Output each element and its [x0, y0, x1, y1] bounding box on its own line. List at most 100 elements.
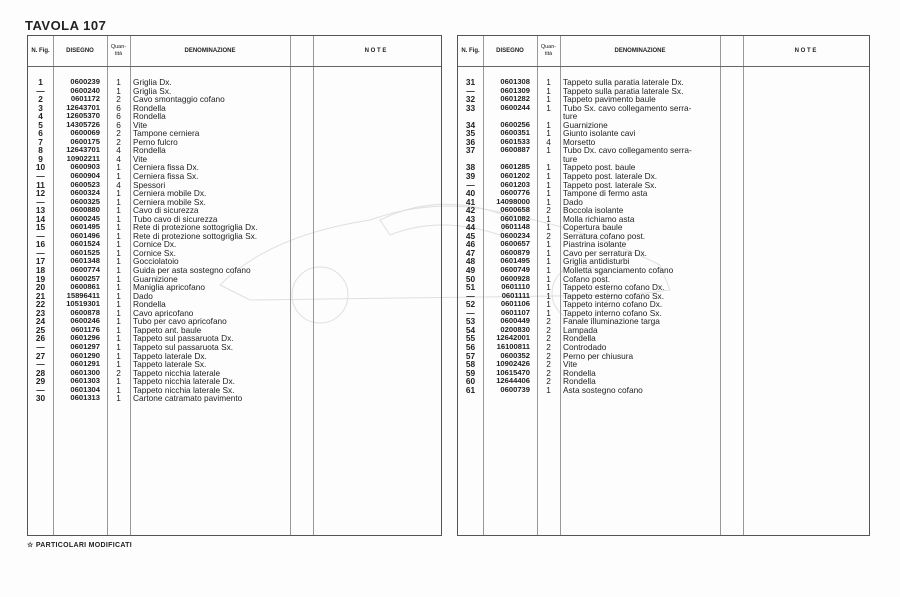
cell-qty: 1 [546, 145, 551, 156]
table-row: 12 0600324 1 Cerniera mobile Dx. [28, 189, 441, 198]
cell-den: Tappeto esterno cofano Dx. [563, 282, 665, 293]
cell-fig: — [36, 341, 45, 352]
cell-qty: 1 [546, 162, 551, 173]
cell-fig: 10 [35, 162, 46, 173]
cell-fig: 11 [36, 179, 45, 190]
table-row: 19 0600257 1 Guarnizione [28, 273, 441, 284]
cell-dis: 0600351 [500, 128, 530, 138]
cell-dis: 0600658 [500, 205, 530, 215]
cell-qty: 1 [116, 376, 121, 387]
table-row: — 0601297 1 Tappeto sul passaruota Sx. [28, 341, 441, 352]
table-rows: 31 0601308 1 Tappeto sulla paratia laterale… [458, 77, 869, 395]
table-row: 10 0600903 1 Cerniera fissa Dx. [28, 163, 441, 172]
cell-dis: 0600904 [70, 171, 100, 181]
table-row: 40 0600776 1 Tampone di fermo asta [458, 189, 869, 198]
cell-den: Dado [563, 196, 583, 207]
cell-dis: 0600069 [70, 128, 100, 138]
table-row: 43 0601082 1 Molla richiamo asta [458, 213, 869, 224]
cell-fig: 19 [35, 273, 46, 284]
cell-dis: 0600523 [70, 179, 100, 189]
cell-qty: 1 [116, 77, 121, 87]
cell-dis: 0601495 [500, 256, 530, 266]
cell-den: Controdado [563, 341, 607, 352]
parts-table-right: N. Fig. DISEGNO Quan- tità DENOMINAZIONE N O… [457, 35, 870, 536]
cell-fig: 25 [35, 324, 46, 335]
table-row: 59 10615470 2 Rondella [458, 368, 869, 378]
cell-fig: 33 [465, 102, 476, 113]
cell-den: Tappeto laterale Sx. [133, 359, 207, 370]
cell-qty: 1 [546, 256, 551, 267]
table-row: — 0601496 1 Rete di protezione sottogriglia… [28, 230, 441, 241]
cell-qty: 1 [116, 162, 121, 173]
cell-fig: 47 [465, 247, 476, 258]
column-divider [53, 36, 54, 535]
cell-qty: 1 [546, 196, 551, 207]
cell-fig: 22 [35, 299, 46, 310]
cell-den: Cerniera mobile Sx. [133, 196, 206, 207]
cell-den: Maniglia apricofano [133, 282, 205, 293]
cell-den: Cornice Dx. [133, 239, 177, 250]
table-row: — 0600904 1 Cerniera fissa Sx. [28, 171, 441, 182]
table-row: 14 0600245 1 Tubo cavo di sicurezza [28, 214, 441, 224]
cell-den: Tappeto nicchia laterale [133, 367, 221, 378]
header-note: N O T E [364, 47, 387, 54]
cell-qty: 1 [546, 213, 551, 224]
cell-qty: 1 [116, 230, 121, 241]
cell-qty: 1 [116, 265, 121, 276]
cell-dis: 0600257 [70, 273, 100, 283]
cell-den: Asta sostegno cofano [563, 384, 643, 395]
cell-qty: 1 [546, 94, 551, 105]
cell-den: Lampada [563, 324, 598, 335]
cell-den: Tappeto post. laterale Dx. [563, 171, 658, 182]
cell-fig: 44 [465, 222, 476, 233]
header-note: N O T E [794, 47, 817, 54]
table-row: 39 0601202 1 Tappeto post. laterale Dx. [458, 171, 869, 182]
table-row: 32 0601282 1 Tappeto pavimento baule [458, 95, 869, 104]
cell-fig: 46 [465, 239, 476, 250]
cell-qty: 1 [116, 273, 121, 284]
table-row: 50 0600928 1 Cofano post. [458, 274, 869, 284]
cell-den: Giunto isolante cavi [563, 128, 636, 139]
parts-table-left: N. Fig. DISEGNO Quan- tità DENOMINAZIONE N O… [27, 35, 442, 536]
cell-fig: — [466, 179, 475, 190]
cell-dis: 0601495 [70, 222, 100, 232]
cell-fig: 45 [465, 230, 476, 241]
cell-qty: 2 [546, 376, 551, 387]
header-fig: N. Fig. [461, 47, 480, 54]
cell-qty: 1 [546, 222, 551, 233]
cell-fig: 54 [465, 324, 476, 335]
cell-den: Rondella [133, 102, 166, 113]
cell-fig: 41 [465, 196, 476, 207]
table-row: 36 0601533 4 Morsetto [458, 137, 869, 147]
table-row: 21 15896411 1 Dado [28, 291, 441, 301]
table-row: — 0601291 1 Tappeto laterale Sx. [28, 359, 441, 370]
cell-dis: 0600739 [500, 384, 530, 394]
cell-qty: 1 [116, 247, 121, 258]
table-row: 44 0601148 1 Copertura baule [458, 223, 869, 232]
cell-fig: — [36, 85, 45, 96]
cell-dis: 0601176 [70, 324, 100, 334]
cell-den: Tappeto post. baule [563, 162, 636, 173]
cell-fig: 57 [465, 350, 476, 361]
cell-fig: 34 [465, 119, 476, 130]
cell-dis: 0600880 [70, 205, 100, 215]
cell-fig: 23 [35, 307, 46, 318]
cell-dis: 0600887 [500, 145, 530, 155]
cell-den: Tubo Dx. cavo collegamento serra- [563, 145, 692, 156]
cell-fig: — [36, 359, 45, 370]
cell-fig: 24 [35, 316, 46, 327]
column-divider [130, 36, 131, 535]
cell-den: Tampone cerniera [133, 128, 200, 139]
cell-dis: 0600657 [500, 239, 530, 249]
header-divider [28, 66, 441, 67]
cell-qty: 1 [116, 282, 121, 293]
cell-den: Griglia Sx. [133, 85, 172, 96]
cell-fig: 58 [465, 359, 476, 370]
table-row: 57 0600352 2 Perno per chiusura [458, 350, 869, 361]
cell-dis: 0601148 [500, 222, 530, 232]
cell-fig: — [36, 171, 45, 182]
cell-fig: 5 [38, 119, 43, 130]
table-row: 20 0600861 1 Maniglia apricofano [28, 283, 441, 292]
column-divider [743, 36, 744, 535]
cell-qty: 2 [546, 359, 551, 370]
